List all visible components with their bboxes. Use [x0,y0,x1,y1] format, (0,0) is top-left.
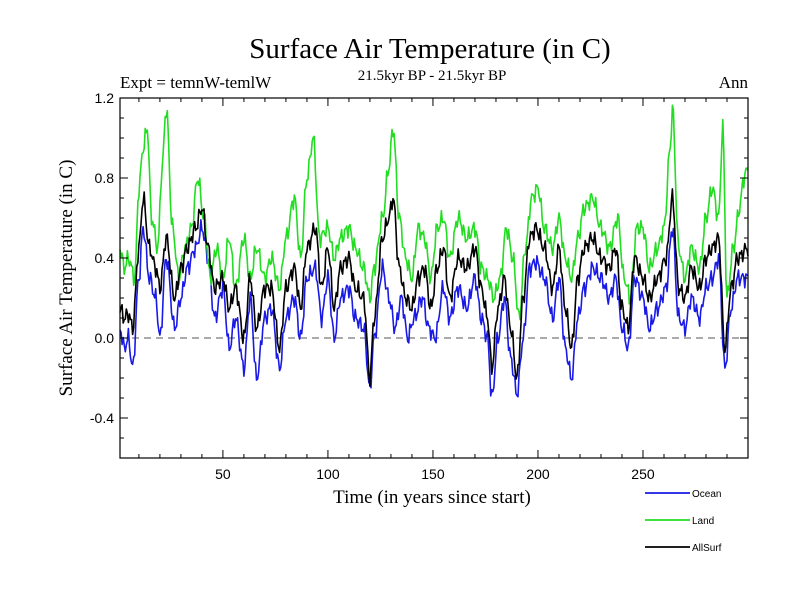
chart-subtitle-right: Ann [719,73,749,92]
x-tick-label: 100 [316,466,340,482]
y-axis-label: Surface Air Temperature (in C) [56,160,77,397]
y-tick-label: 1.2 [95,90,115,106]
x-tick-label: 200 [526,466,550,482]
x-tick-label: 250 [631,466,655,482]
series-line-land [119,104,749,321]
legend-label-allsurf: AllSurf [692,543,722,554]
plot-area: 50 100 150 200 250 -0.4 0.0 0.4 0.8 1.2 [90,90,749,482]
legend: Ocean Land AllSurf [645,489,722,554]
chart-subtitle-left: Expt = temnW-temlW [120,73,272,92]
y-tick-label: 0.4 [95,250,115,266]
y-tick-label: 0.8 [95,170,115,186]
y-tick-label: -0.4 [90,410,114,426]
legend-label-ocean: Ocean [692,489,721,500]
x-tick-label: 150 [421,466,445,482]
series-line-allsurf [119,188,749,387]
y-tick-label: 0.0 [95,330,115,346]
x-tick-label: 50 [215,466,231,482]
chart-subtitle-center: 21.5kyr BP - 21.5kyr BP [358,68,507,84]
legend-label-land: Land [692,516,714,527]
series-line-ocean [119,219,749,398]
x-axis-label: Time (in years since start) [333,487,531,508]
chart-title: Surface Air Temperature (in C) [249,33,610,65]
